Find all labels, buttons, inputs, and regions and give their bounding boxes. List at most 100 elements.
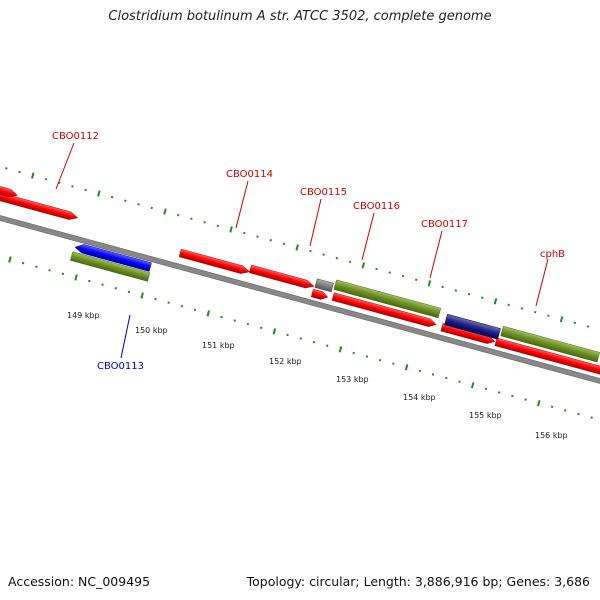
tick-major <box>163 208 167 215</box>
tick-minor <box>547 314 550 317</box>
genome-summary-text: Topology: circular; Length: 3,886,916 bp… <box>246 574 590 589</box>
tick-minor <box>454 289 458 292</box>
tick-label-151: 151 kbp <box>202 341 235 350</box>
gene-cphb[interactable] <box>444 313 501 340</box>
tick-minor <box>246 322 250 326</box>
tick-label-150: 150 kbp <box>135 326 168 335</box>
tick-minor <box>5 167 8 170</box>
tick-minor <box>220 315 223 319</box>
label-cbo0113[interactable]: CBO0113 <box>97 361 144 372</box>
callout-cbo0112 <box>55 142 75 190</box>
tick-minor <box>312 340 316 344</box>
tick-minor <box>414 278 418 281</box>
tick-major <box>31 172 35 179</box>
tick-minor <box>299 337 303 340</box>
tick-minor <box>282 242 286 246</box>
label-cbo0116[interactable]: CBO0116 <box>353 201 400 212</box>
gene-next[interactable] <box>500 325 600 363</box>
gene-cbo0117[interactable] <box>333 279 442 319</box>
tick-minor <box>590 416 593 419</box>
tick-major <box>470 382 475 389</box>
tick-minor <box>309 249 312 253</box>
tick-minor <box>154 297 157 301</box>
tick-minor <box>61 272 65 276</box>
tick-minor <box>418 369 422 373</box>
tick-minor <box>88 279 91 283</box>
tick-minor <box>533 310 537 314</box>
label-cbo0112[interactable]: CBO0112 <box>52 131 99 142</box>
tick-minor <box>365 355 369 358</box>
tick-minor <box>520 307 524 310</box>
label-cphb[interactable]: cphB <box>540 249 565 260</box>
tick-minor <box>335 256 339 260</box>
tick-minor <box>401 274 405 278</box>
label-cbo0117[interactable]: CBO0117 <box>421 219 468 230</box>
tick-major <box>404 364 409 371</box>
tick-major <box>97 190 101 197</box>
tick-label-156: 156 kbp <box>535 431 568 440</box>
tick-minor <box>259 326 263 330</box>
callout-cbo0117 <box>429 230 443 279</box>
tick-minor <box>176 213 180 217</box>
cds-cbo0114[interactable] <box>178 248 251 276</box>
tick-minor <box>524 398 527 401</box>
upper-tick-track <box>5 167 590 328</box>
label-cbo0115[interactable]: CBO0115 <box>300 187 347 198</box>
tick-minor <box>467 292 471 296</box>
callout-cphb <box>535 258 549 307</box>
tick-minor <box>48 269 51 272</box>
tick-minor <box>101 283 104 286</box>
accession-text: Accession: NC_009495 <box>8 574 151 589</box>
tick-minor <box>392 362 395 365</box>
tick-minor <box>375 267 378 271</box>
tick-minor <box>586 325 590 328</box>
tick-minor <box>577 412 580 416</box>
tick-minor <box>269 239 272 242</box>
label-cbo0114[interactable]: CBO0114 <box>226 169 273 180</box>
tick-major <box>74 274 78 281</box>
tick-minor <box>348 260 352 264</box>
tick-major <box>361 262 366 269</box>
tick-minor <box>481 296 484 299</box>
tick-minor <box>18 170 21 174</box>
tick-minor <box>71 185 74 188</box>
tick-major <box>206 310 211 317</box>
cds-next[interactable] <box>494 337 600 378</box>
tick-minor <box>573 321 577 325</box>
cds-cphb[interactable] <box>440 323 496 345</box>
lower-tick-track <box>8 256 593 419</box>
tick-minor <box>445 376 448 380</box>
tick-minor <box>44 177 48 181</box>
tick-major <box>493 298 498 305</box>
gene-cbo0116[interactable] <box>314 278 334 293</box>
tick-minor <box>564 409 567 412</box>
tick-minor <box>484 387 488 391</box>
tick-minor <box>150 206 153 210</box>
tick-minor <box>124 199 127 202</box>
tick-minor <box>35 265 38 268</box>
tick-major <box>537 400 541 407</box>
tick-major <box>229 226 233 233</box>
tick-minor <box>507 303 510 307</box>
tick-minor <box>84 188 87 192</box>
gene-cbo0113[interactable] <box>70 251 151 282</box>
tick-major <box>140 292 144 299</box>
tick-minor <box>127 290 131 294</box>
tick-minor <box>431 373 435 376</box>
tick-minor <box>256 235 259 238</box>
cds-cbo0115[interactable] <box>249 264 315 290</box>
cds-cbo0111-partial[interactable] <box>0 175 19 199</box>
tick-minor <box>352 351 355 355</box>
tick-label-149: 149 kbp <box>67 311 100 320</box>
tick-minor <box>167 301 170 304</box>
cds-cbo0117[interactable] <box>331 292 437 329</box>
tick-minor <box>550 405 554 409</box>
cds-cbo0116[interactable] <box>310 288 329 301</box>
tick-minor <box>190 217 193 220</box>
cds-cbo0113[interactable] <box>74 242 152 272</box>
tick-minor <box>511 394 514 398</box>
tick-major <box>8 256 12 263</box>
tick-minor <box>326 344 329 347</box>
callout-cbo0114 <box>235 180 249 229</box>
